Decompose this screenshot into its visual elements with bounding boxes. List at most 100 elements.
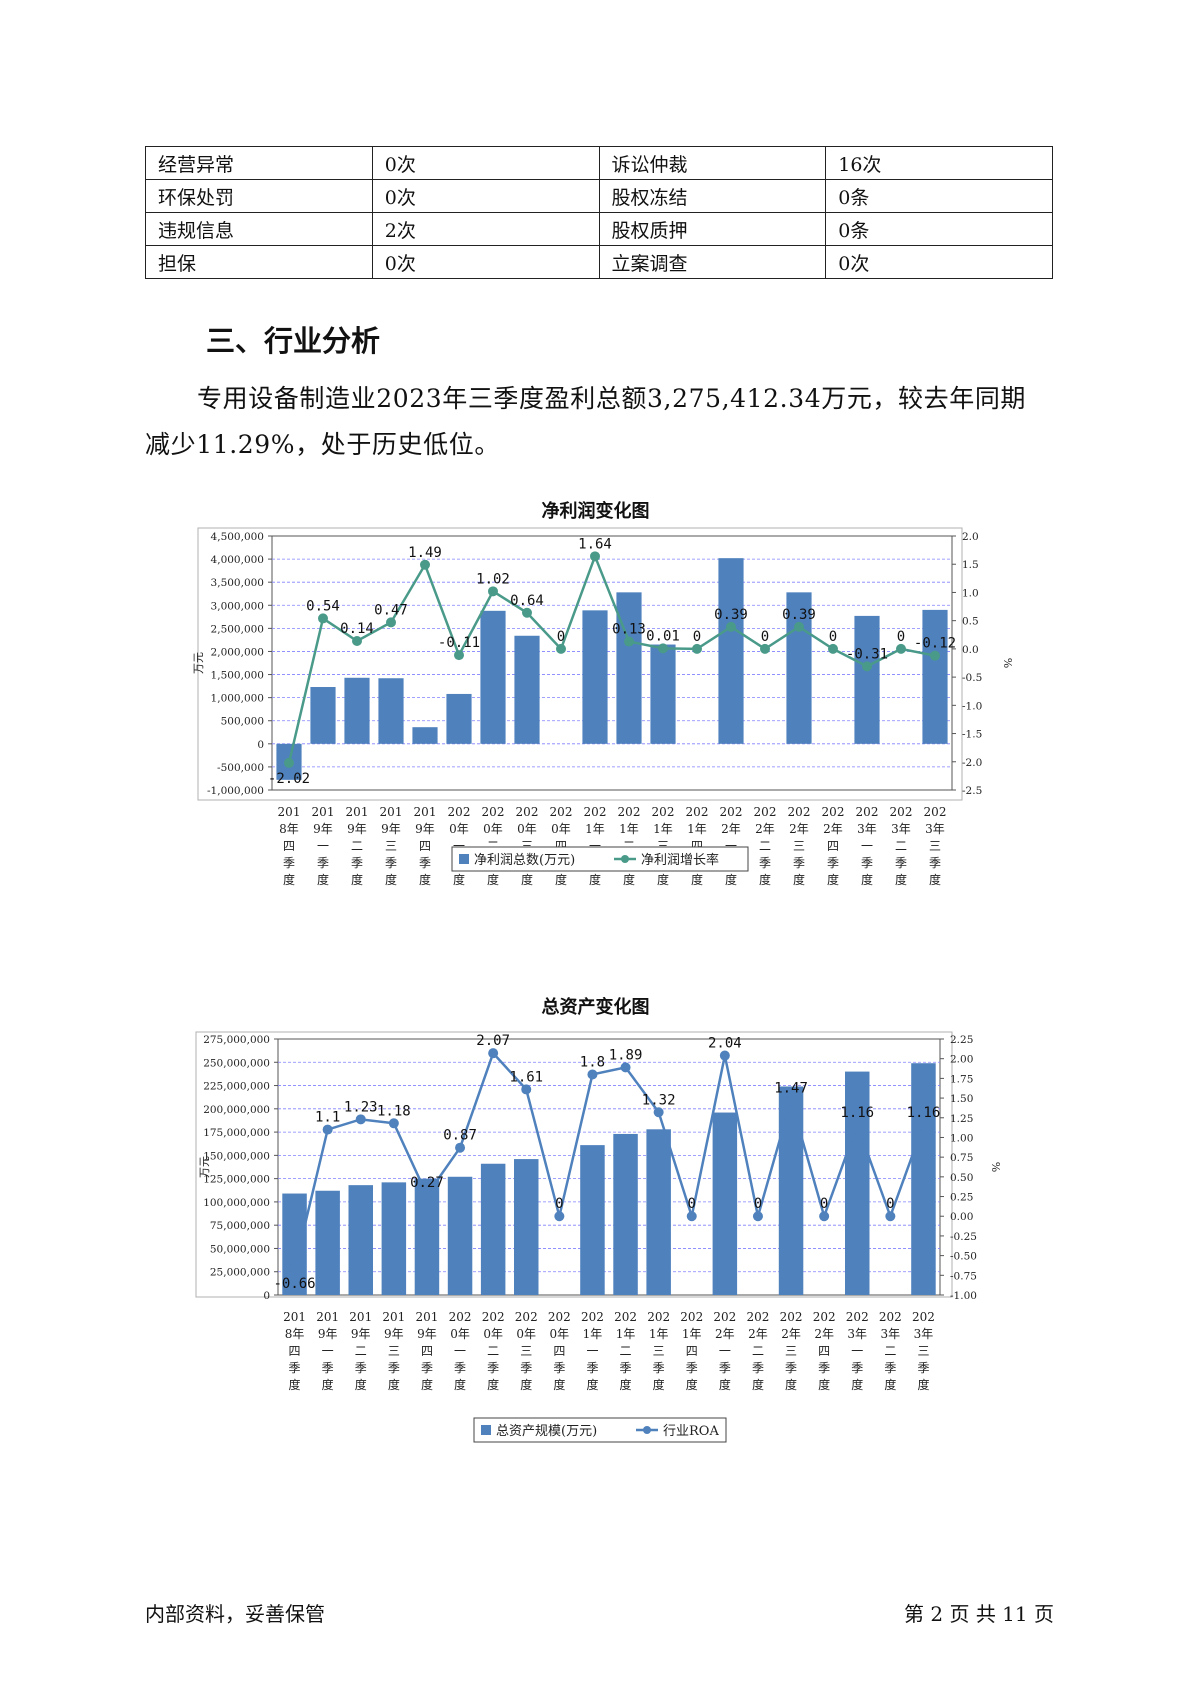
legend-bar-swatch [481,1425,491,1435]
x-tick-label: 季 [283,856,295,870]
x-tick-label: 8年 [285,1327,305,1341]
x-tick-label: 度 [686,1377,698,1392]
risk-label: 环保处罚 [145,179,373,213]
x-tick-label: 四 [686,1344,698,1358]
x-tick-label: 季 [818,1361,830,1375]
bar [412,727,438,744]
line-point [488,1048,499,1059]
y2-tick-label: -2.0 [962,757,982,769]
y-tick-label: 2,000,000 [211,646,264,658]
x-tick-label: 三 [520,1344,532,1358]
data-label: 0 [555,1196,563,1212]
bar [348,1185,373,1295]
x-tick-label: 201 [415,1310,438,1324]
x-tick-label: 四 [289,1344,301,1358]
data-label: 1.32 [642,1092,676,1108]
line-point [862,661,872,672]
risk-table-row: 违规信息 2次 股权质押 0条 [145,212,1053,246]
x-tick-label: 度 [586,1377,598,1392]
x-tick-label: 度 [785,1377,797,1392]
x-tick-label: 3年 [891,822,911,836]
y2-tick-label: 2.25 [950,1034,973,1046]
y2-tick-label: 0.0 [962,644,979,656]
x-tick-label: 202 [846,1310,869,1324]
line-point [752,1211,763,1222]
x-tick-label: 季 [388,1361,400,1375]
line-point [284,757,294,768]
legend: 总资产规模(万元) 行业ROA [473,1417,727,1443]
x-tick-label: 度 [653,1377,665,1392]
x-tick-label: 一 [586,1344,598,1358]
x-tick-label: 季 [351,856,363,870]
line-point [289,1263,300,1274]
line-point [794,621,804,632]
x-tick-label: 度 [793,872,805,887]
line-point [852,1119,863,1130]
x-tick-label: 9年 [313,822,333,836]
x-tick-label: 度 [487,872,499,887]
x-tick-label: 2年 [755,822,775,836]
x-tick-label: 201 [312,805,335,819]
x-tick-label: 3年 [857,822,877,836]
data-label: 0.64 [510,593,544,609]
data-label: 0 [754,1196,762,1212]
data-label: 0 [829,629,837,645]
chart1-title: 净利润变化图 [541,501,650,522]
x-tick-label: 0年 [517,822,537,836]
data-label: 1.64 [578,536,612,552]
x-tick-label: 9年 [351,1327,371,1341]
y2-tick-label: 0.25 [950,1192,973,1204]
data-label: 0.27 [410,1175,444,1191]
x-tick-label: 季 [917,1361,929,1375]
y2-tick-label: -1.0 [962,700,982,712]
x-tick-label: 度 [589,872,601,887]
bar [582,610,608,744]
line-point [521,1084,532,1095]
legend: 净利润总数(万元) 净利润增长率 [451,846,749,872]
data-label: 2.07 [476,1033,510,1049]
bar [381,1182,407,1295]
x-tick-label: 202 [680,1310,703,1324]
x-tick-label: 2年 [715,1327,735,1341]
line-point [692,643,702,654]
x-tick-label: 3年 [847,1327,867,1341]
x-tick-label: 202 [890,805,913,819]
line-point [819,1211,830,1222]
x-tick-label: 季 [719,1361,731,1375]
risk-label: 违规信息 [145,212,373,246]
x-tick-label: 度 [322,1377,334,1392]
y2-tick-label: 2.0 [962,531,979,543]
x-tick-label: 202 [746,1310,769,1324]
x-tick-label: 季 [553,1361,565,1375]
data-label: 1.8 [580,1054,605,1070]
x-tick-label: 四 [818,1344,830,1358]
y-tick-label: 150,000,000 [203,1150,270,1162]
x-tick-label: 度 [555,872,567,887]
data-label: 1.49 [408,545,442,561]
x-tick-label: 1年 [585,822,605,836]
section-title: 三、行业分析 [206,324,381,358]
x-tick-label: 202 [482,805,505,819]
line-point [420,559,430,570]
x-tick-label: 季 [317,856,329,870]
y-tick-label: 4,000,000 [211,554,264,566]
x-tick-label: 季 [520,1361,532,1375]
line-point [421,1189,432,1200]
x-tick-label: 度 [521,872,533,887]
x-tick-label: 度 [351,872,363,887]
line-point [896,643,906,654]
bar [315,1190,340,1295]
x-tick-label: 201 [278,805,301,819]
y-tick-label: 4,500,000 [211,531,264,543]
x-tick-label: 一 [851,1344,863,1358]
line-point [726,621,736,632]
line-point [386,617,396,628]
x-tick-label: 季 [454,1361,466,1375]
x-tick-label: 度 [623,872,635,887]
risk-table-row: 经营异常 0次 诉讼仲裁 16次 [145,146,1053,180]
x-tick-label: 1年 [583,1327,603,1341]
x-tick-label: 三 [653,1344,665,1358]
legend-box [473,1417,727,1443]
risk-table-row: 环保处罚 0次 股权冻结 0条 [145,179,1053,213]
x-tick-label: 1年 [687,822,707,836]
